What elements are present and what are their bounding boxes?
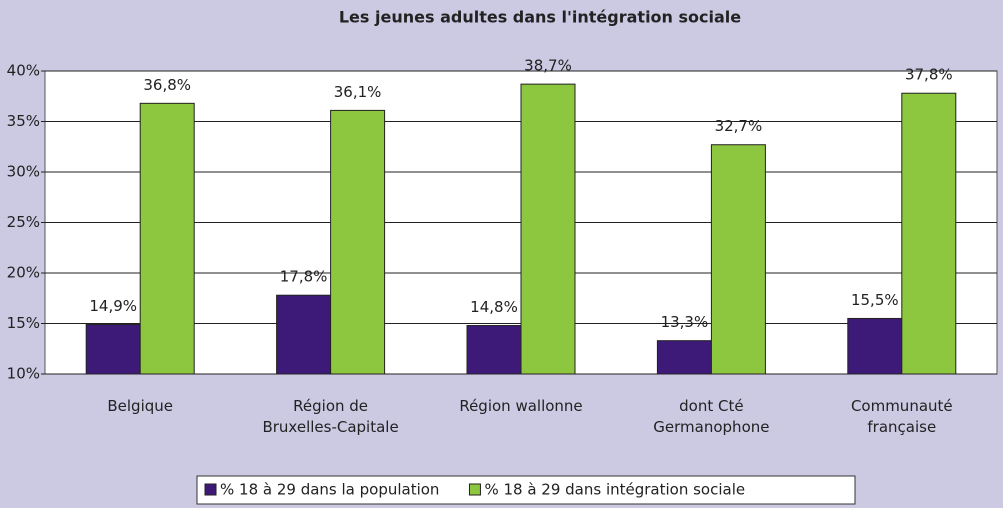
chart-title: Les jeunes adultes dans l'intégration so… (339, 8, 741, 27)
value-label: 36,1% (334, 83, 382, 101)
value-label: 32,7% (715, 117, 763, 135)
bar (520, 83, 576, 375)
value-label: 14,9% (89, 297, 137, 315)
x-tick-label: Belgique (107, 397, 173, 415)
value-label: 37,8% (905, 66, 953, 84)
value-label: 17,8% (280, 268, 328, 286)
bar (466, 325, 522, 375)
legend-swatch (468, 483, 481, 496)
y-tick-label: 10% (7, 365, 40, 383)
x-tick-label: Région wallonne (459, 397, 583, 415)
bar (139, 102, 195, 375)
y-tick-label: 15% (7, 314, 40, 332)
legend-swatch (204, 483, 217, 496)
bar (901, 92, 957, 375)
x-tick-label: dont Cté Germanophone (653, 397, 770, 436)
y-tick-label: 40% (7, 62, 40, 80)
x-tick-label: Communauté française (850, 397, 953, 436)
y-tick-label: 30% (7, 163, 40, 181)
value-label: 13,3% (661, 313, 709, 331)
bar (656, 340, 712, 375)
legend-box (196, 475, 856, 505)
bar (276, 294, 332, 375)
y-tick-label: 35% (7, 112, 40, 130)
value-label: 14,8% (470, 298, 518, 316)
value-label: 36,8% (143, 76, 191, 94)
x-tick-label: Région de Bruxelles-Capitale (262, 397, 399, 436)
bar (330, 109, 386, 375)
value-label: 38,7% (524, 57, 572, 75)
bar (847, 317, 903, 375)
bar (85, 324, 141, 375)
legend-label: % 18 à 29 dans intégration sociale (484, 481, 745, 499)
value-label: 15,5% (851, 291, 899, 309)
legend-label: % 18 à 29 dans la population (220, 481, 439, 499)
bar (710, 144, 766, 375)
y-tick-label: 25% (7, 213, 40, 231)
y-tick-label: 20% (7, 264, 40, 282)
